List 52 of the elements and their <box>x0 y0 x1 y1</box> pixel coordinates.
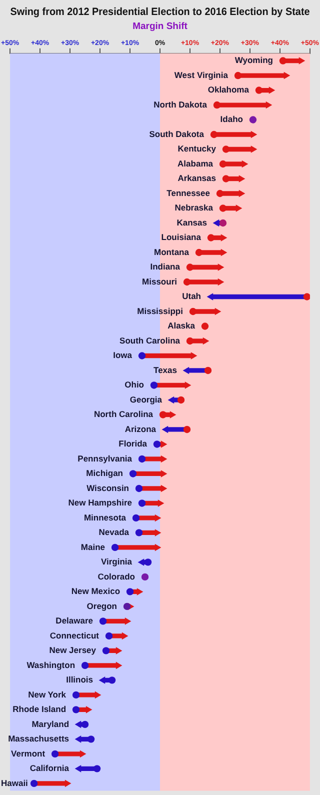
y-tick-label: Vermont <box>11 748 46 758</box>
y-tick-label: South Dakota <box>149 128 204 139</box>
y-tick-label: Arizona <box>124 424 156 434</box>
y-tick-label: Illinois <box>66 674 94 685</box>
y-tick-label: Wisconsin <box>86 482 130 493</box>
y-tick-label: New York <box>28 689 66 700</box>
y-tick-label: Utah <box>182 291 201 302</box>
y-tick-label: California <box>30 763 70 774</box>
y-tick-label: Indiana <box>150 262 180 272</box>
y-tick-label: New Hampshire <box>68 498 132 508</box>
y-tick-label: Virginia <box>100 556 132 567</box>
y-tick-label: Oregon <box>86 600 118 611</box>
y-tick-label: Nebraska <box>174 202 214 213</box>
y-tick-label: Connecticut <box>50 630 100 640</box>
y-tick-label: North Carolina <box>94 409 154 420</box>
y-tick-label: Kansas <box>176 217 208 228</box>
y-tick-label: Florida <box>118 438 148 449</box>
y-tick-label: Oklahoma <box>208 84 250 95</box>
y-tick-label: Maryland <box>32 718 70 729</box>
y-tick-label: Alabama <box>178 158 214 168</box>
y-tick-label: Massachusetts <box>8 734 70 744</box>
y-tick-label: Montana <box>154 246 190 257</box>
y-tick-label: Iowa <box>113 350 132 360</box>
y-tick-label: Delaware <box>56 616 94 626</box>
y-tick-label: Idaho <box>220 114 243 124</box>
y-tick-label: Texas <box>154 364 178 375</box>
y-tick-label: Nevada <box>98 527 130 538</box>
y-tick-label: New Mexico <box>71 586 120 596</box>
y-tick-label: Tennessee <box>166 188 210 198</box>
y-tick-label: Wyoming <box>234 55 273 66</box>
y-tick-label: Michigan <box>86 468 124 478</box>
chart-subtitle: Margin Shift <box>132 20 188 32</box>
y-tick-label: West Virginia <box>174 70 228 80</box>
y-tick-label: Alaska <box>168 320 196 331</box>
y-tick-label: Louisiana <box>161 232 202 242</box>
chart-title: Swing from 2012 Presidential Election to 2016 Election by State <box>10 6 310 18</box>
y-tick-label: South Carolina <box>120 335 180 346</box>
y-tick-label: Kentucky <box>178 144 216 154</box>
y-tick-label: Missouri <box>142 276 177 286</box>
y-tick-label: Ohio <box>124 380 144 390</box>
y-tick-label: Rhode Island <box>12 704 66 714</box>
y-tick-label: Minnesota <box>84 512 126 522</box>
y-tick-label: Colorado <box>98 571 136 582</box>
y-tick-label: North Dakota <box>154 99 208 110</box>
y-tick-label: Maine <box>80 542 106 552</box>
y-tick-label: Pennsylvania <box>78 453 132 464</box>
y-tick-label: Washington <box>26 660 76 670</box>
y-tick-label: New Jersey <box>49 645 96 656</box>
y-tick-label: Arkansas <box>178 173 216 184</box>
y-tick-label: Georgia <box>130 394 162 404</box>
y-tick-label: Hawaii <box>0 778 28 788</box>
y-tick-label: Mississippi <box>137 306 183 316</box>
